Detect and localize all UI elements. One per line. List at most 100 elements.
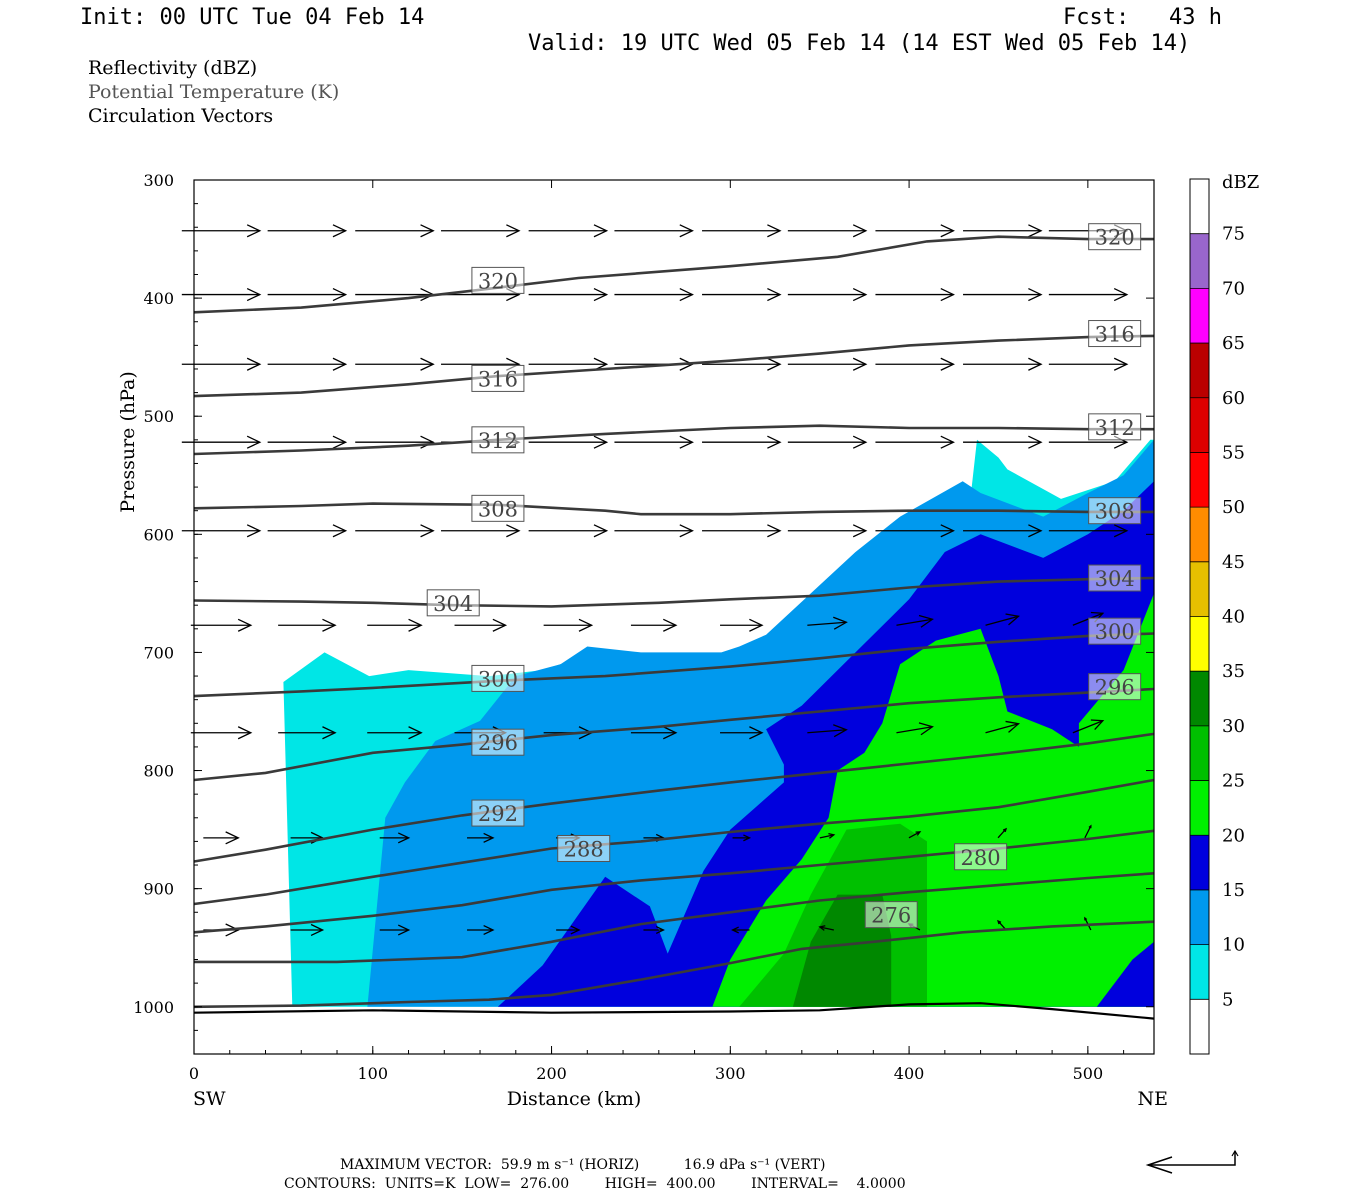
colorbar-label: 40	[1222, 607, 1245, 628]
vector-arrowhead	[408, 726, 423, 740]
vector-arrowhead	[322, 726, 337, 740]
vector-arrowhead	[237, 618, 253, 632]
vector-arrowhead	[1002, 827, 1008, 833]
colorbar-label: 55	[1222, 442, 1245, 463]
circulation-vector	[896, 726, 933, 734]
vector-arrowhead	[420, 524, 435, 538]
vector-arrowhead	[408, 618, 423, 632]
reflectivity-region-15dbz	[1096, 941, 1154, 1007]
vector-arrowhead	[767, 524, 782, 538]
contour-label: 304	[1095, 567, 1135, 591]
contour-label-box	[471, 494, 525, 522]
colorbar-cell	[1190, 288, 1209, 344]
theta-contour-292	[193, 732, 1155, 863]
colorbar-cell	[1190, 616, 1209, 672]
colorbar-cell	[1190, 507, 1209, 562]
circulation-vector	[985, 723, 1019, 734]
theta-contour-316	[193, 334, 1155, 398]
vector-arrowhead	[1090, 719, 1105, 730]
vector-arrowhead	[1028, 287, 1043, 302]
vector-arrowhead	[663, 726, 678, 740]
y-tick-label: 400	[143, 289, 174, 308]
y-tick-label: 600	[143, 525, 174, 544]
vector-arrowhead	[663, 618, 678, 632]
vector-arrowhead	[767, 224, 782, 238]
circulation-vector	[819, 834, 834, 839]
colorbar-label: 50	[1222, 497, 1245, 518]
colorbar-label: 5	[1222, 989, 1233, 1010]
vector-arrowhead	[420, 435, 435, 449]
contour-label-box	[1088, 497, 1142, 525]
theta-contour-280	[194, 872, 1155, 964]
vector-arrowhead	[833, 616, 848, 630]
theta-contour-296	[193, 687, 1155, 782]
vector-arrowhead	[483, 832, 495, 843]
vector-arrowhead	[767, 357, 782, 371]
vector-arrowhead	[852, 224, 868, 238]
vector-arrowhead	[940, 224, 955, 238]
circulation-vector	[985, 615, 1019, 626]
contour-label: 316	[1095, 323, 1135, 347]
circulation-vector	[896, 618, 933, 626]
y-tick-label: 900	[143, 880, 174, 899]
vector-arrowhead	[852, 524, 868, 538]
contour-label: 292	[478, 802, 518, 826]
vector-arrowhead	[1028, 524, 1043, 538]
colorbar-cell	[1190, 835, 1209, 890]
vector-arrowhead	[310, 923, 325, 937]
vector-arrowhead	[1113, 357, 1129, 371]
vector-arrowhead	[918, 614, 934, 628]
colorbar-label: 60	[1222, 388, 1245, 409]
vector-arrowhead	[679, 524, 694, 538]
vector-arrowhead	[833, 724, 848, 738]
y-tick-label: 700	[143, 643, 174, 662]
vector-arrowhead	[570, 925, 581, 935]
colorbar-cell	[1190, 725, 1209, 781]
vector-arrowhead	[420, 224, 435, 238]
y-tick-label: 500	[143, 407, 174, 426]
vector-arrowhead	[852, 287, 868, 302]
vector-arrowhead	[1005, 720, 1021, 733]
contour-label-box	[471, 728, 525, 756]
vector-arrowhead	[679, 435, 694, 449]
vector-arrowhead	[593, 524, 609, 538]
vector-arrowhead	[397, 832, 411, 844]
contour-label-box	[1088, 564, 1142, 592]
vector-arrowhead	[915, 831, 922, 836]
vector-arrowhead	[828, 832, 836, 839]
contour-label: 276	[871, 904, 911, 928]
vector-arrowhead	[246, 287, 262, 302]
colorbar-cell	[1190, 780, 1209, 836]
vector-arrowhead	[578, 618, 594, 632]
x-tick-label: 100	[357, 1064, 388, 1083]
vector-arrowhead	[749, 618, 764, 632]
contour-label: 312	[478, 429, 518, 453]
contour-label-box	[1088, 223, 1142, 251]
vector-arrowhead	[767, 435, 782, 449]
field-vectors: Circulation Vectors	[88, 105, 274, 127]
contour-label: 300	[478, 667, 518, 691]
contour-label-box	[471, 799, 525, 827]
contour-label-box	[471, 426, 525, 454]
vector-arrowhead	[852, 357, 868, 371]
y-tick-label: 800	[143, 762, 174, 781]
vector-arrowhead	[506, 224, 521, 238]
ground-line	[193, 1002, 1155, 1020]
circulation-vector	[1084, 825, 1092, 839]
vector-arrowhead	[332, 524, 348, 538]
vector-arrowhead	[1005, 613, 1021, 626]
vector-arrowhead	[818, 925, 826, 931]
colorbar-cell	[1190, 999, 1209, 1054]
colorbar-cell	[1190, 397, 1209, 453]
field-reflectivity: Reflectivity (dBZ)	[88, 57, 258, 79]
vector-arrowhead	[1028, 224, 1043, 238]
x-tick-label: 500	[1073, 1064, 1104, 1083]
vector-arrowhead	[246, 435, 262, 449]
vector-arrowhead	[997, 919, 1002, 925]
init-time: Init: 00 UTC Tue 04 Feb 14	[80, 5, 425, 30]
colorbar-cell	[1190, 889, 1209, 945]
reference-vector-head	[1145, 1156, 1173, 1174]
theta-contour-284	[193, 829, 1155, 934]
vector-arrowhead	[332, 357, 348, 371]
vector-arrowhead	[246, 357, 262, 371]
